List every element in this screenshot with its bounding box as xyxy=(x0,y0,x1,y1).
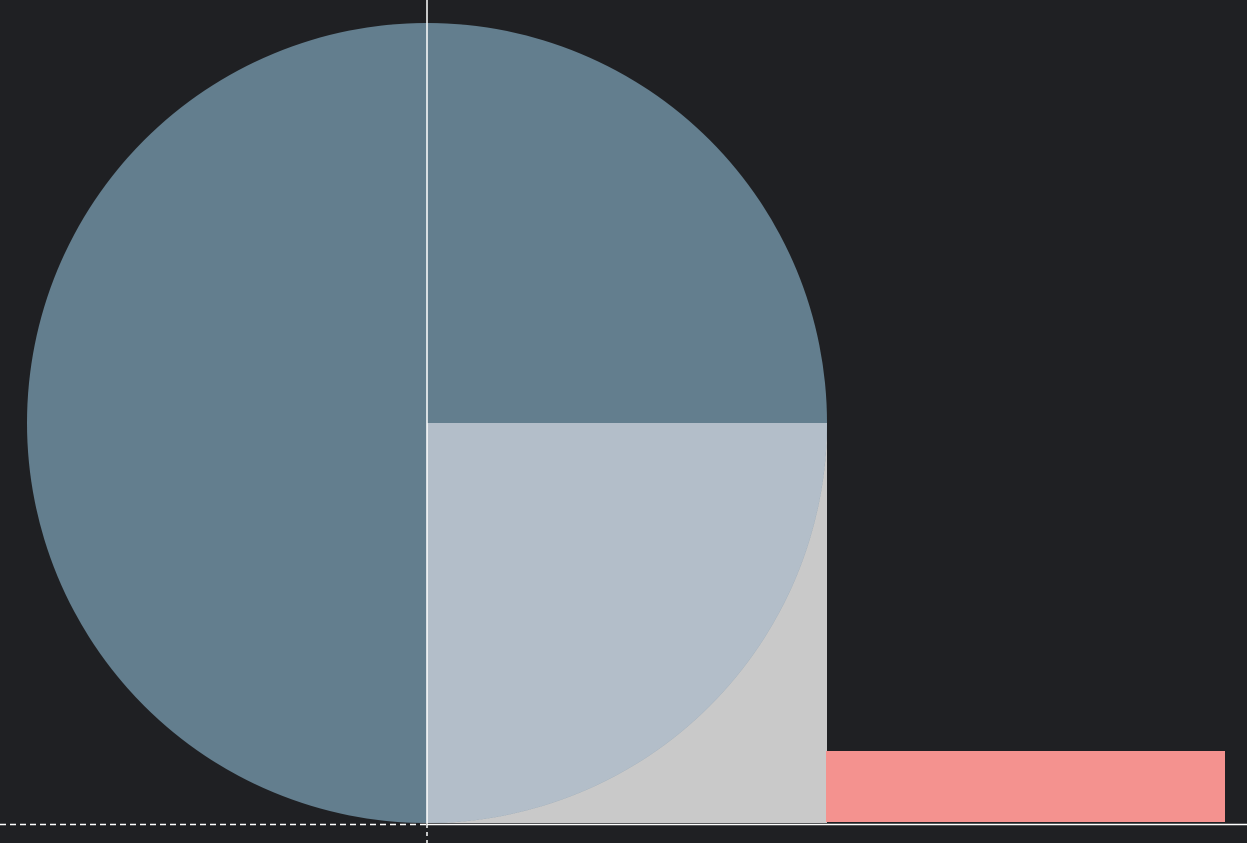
salmon-bar xyxy=(826,751,1225,822)
pie-quadrant-wedge xyxy=(427,423,827,823)
